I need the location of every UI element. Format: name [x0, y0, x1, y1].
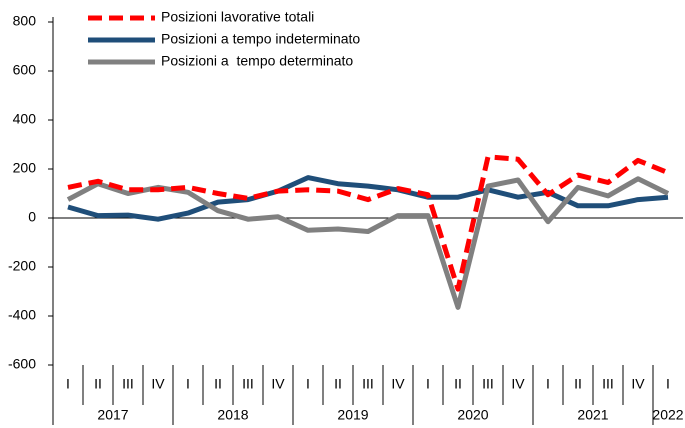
x-tick-label: I — [306, 376, 310, 392]
x-tick-label: II — [94, 376, 102, 392]
x-tick-label: IV — [631, 376, 645, 392]
legend-label: Posizioni a tempo determinato — [161, 53, 353, 69]
year-label: 2017 — [97, 407, 128, 423]
x-tick-label: I — [66, 376, 70, 392]
x-tick-label: II — [334, 376, 342, 392]
legend-label: Posizioni a tempo indeterminato — [161, 31, 360, 47]
y-tick-label: 200 — [13, 160, 37, 176]
line-series — [66, 176, 670, 310]
y-tick-label: 400 — [13, 111, 37, 127]
x-tick-label: I — [186, 376, 190, 392]
x-tick-label: IV — [511, 376, 525, 392]
line-series — [67, 154, 669, 292]
x-tick-label: I — [546, 376, 550, 392]
x-tick-label: II — [574, 376, 582, 392]
x-tick-label: III — [482, 376, 494, 392]
year-label: 2019 — [337, 407, 368, 423]
x-tick-label: III — [362, 376, 374, 392]
year-label: 2018 — [217, 407, 248, 423]
x-tick-label: II — [214, 376, 222, 392]
year-label: 2021 — [577, 407, 608, 423]
year-label: 2022 — [652, 407, 683, 423]
y-tick-label: 600 — [13, 62, 37, 78]
y-tick-label: -400 — [8, 307, 36, 323]
y-tick-label: -600 — [8, 356, 36, 372]
x-tick-label: IV — [151, 376, 165, 392]
x-tick-label: III — [602, 376, 614, 392]
y-tick-label: 0 — [28, 209, 36, 225]
year-label: 2020 — [457, 407, 488, 423]
x-tick-label: III — [242, 376, 254, 392]
legend-label: Posizioni lavorative totali — [161, 9, 314, 25]
x-tick-label: IV — [271, 376, 285, 392]
y-tick-label: -200 — [8, 258, 36, 274]
y-tick-label: 800 — [13, 13, 37, 29]
x-tick-label: I — [426, 376, 430, 392]
x-tick-label: IV — [391, 376, 405, 392]
x-tick-label: II — [454, 376, 462, 392]
x-tick-label: III — [122, 376, 134, 392]
x-tick-label: I — [666, 376, 670, 392]
